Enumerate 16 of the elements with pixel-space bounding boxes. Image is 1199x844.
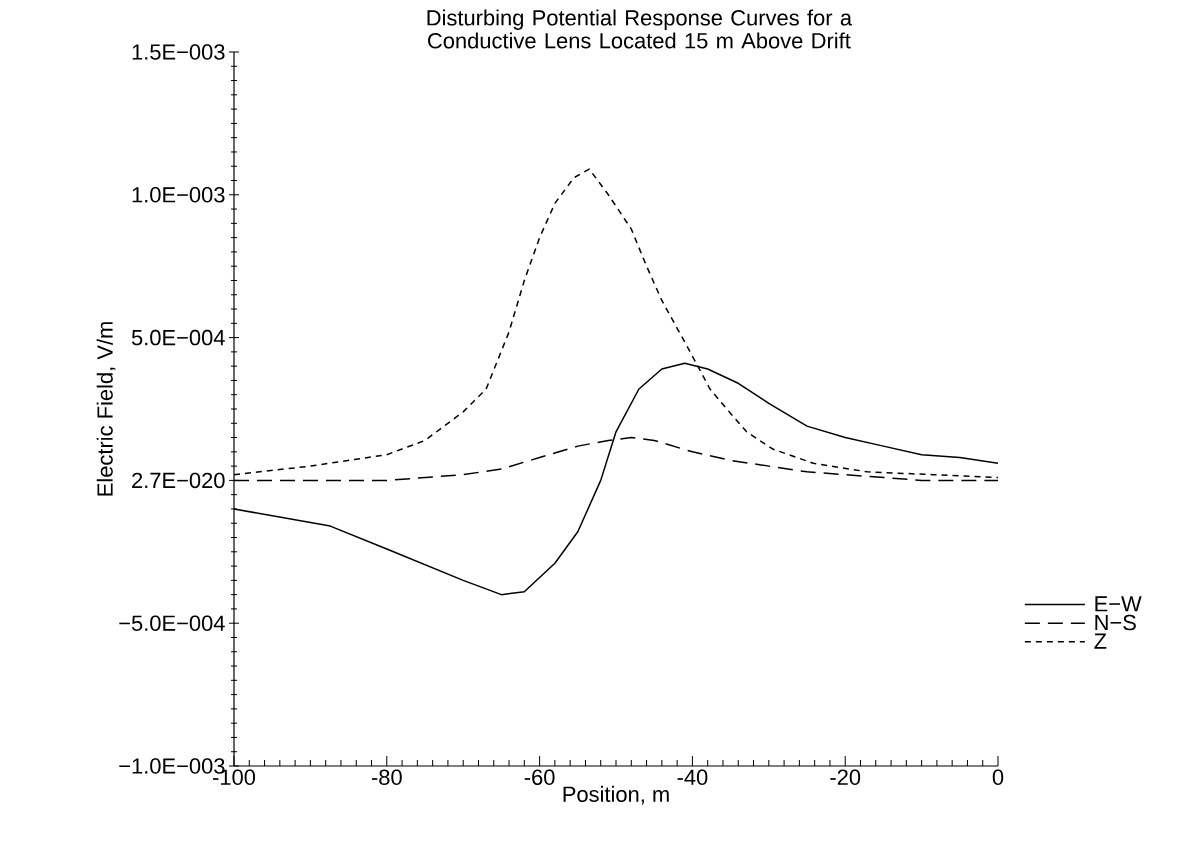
x-tick-label: -20 [830,769,861,786]
x-tick-label: -40 [677,769,708,786]
y-tick-label: 1.0E−003 [132,187,225,203]
legend-label: E−W [1095,596,1142,612]
x-axis-title: Position, m [563,785,669,805]
y-tick-label: −5.0E−004 [119,615,225,631]
x-tick-label: -80 [371,769,402,786]
chart-title: Disturbing Potential Response Curves for a Conductive Lens Located 15 m Above Drift [427,9,853,49]
y-tick-label: 1.5E−003 [132,44,225,60]
x-tick-label: 0 [992,769,1004,786]
x-tick-label: -60 [524,769,555,786]
y-tick-label: 5.0E−004 [131,329,225,346]
y-tick-label: 2.7E−020 [132,472,225,489]
y-axis-title: Electric Field, V/m [96,322,116,496]
legend-label: Z [1094,633,1107,649]
legend-label: N−S [1095,614,1136,631]
